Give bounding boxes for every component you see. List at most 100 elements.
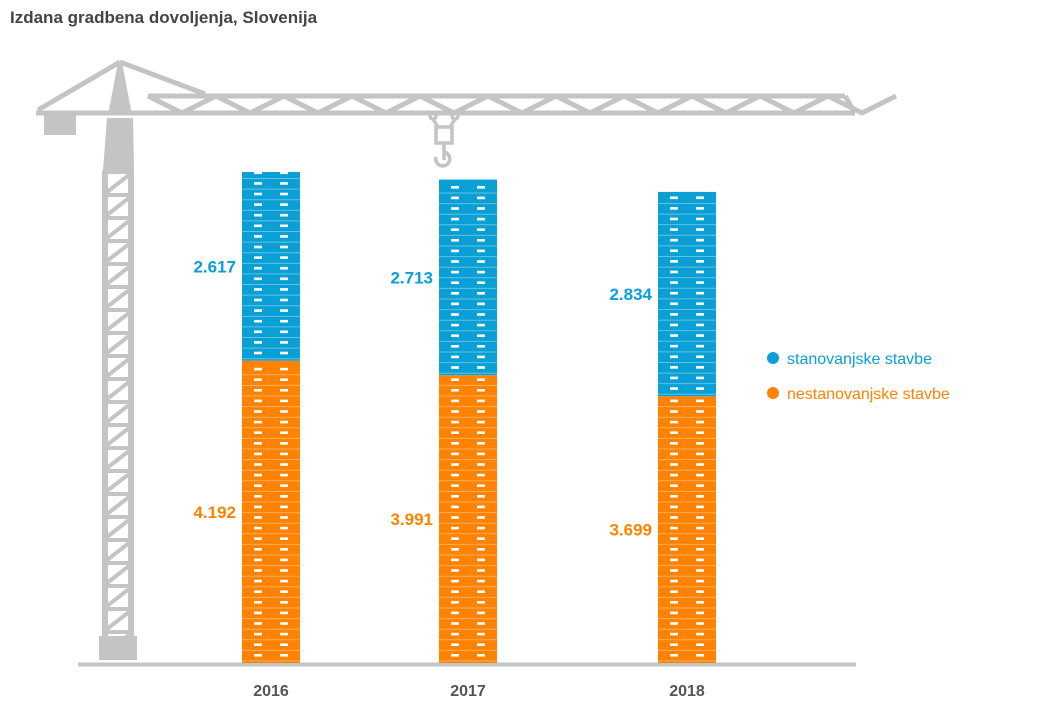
window (254, 632, 262, 636)
mast-diagonal (105, 380, 131, 401)
window (477, 313, 485, 316)
crane-illustration (36, 59, 898, 660)
window (696, 238, 704, 242)
window (254, 442, 262, 445)
window (451, 323, 459, 327)
bar-2017-stanovanjske (439, 179, 497, 376)
window (670, 260, 678, 263)
window (670, 548, 678, 551)
window (670, 281, 678, 284)
window (254, 245, 262, 249)
window (280, 442, 288, 445)
window (254, 367, 262, 371)
data-label: 3.699 (609, 521, 652, 540)
bar-segment (242, 360, 300, 663)
window (451, 355, 459, 359)
window (254, 611, 262, 615)
window (696, 452, 704, 456)
window (477, 260, 485, 263)
window (280, 473, 288, 477)
window (477, 410, 485, 413)
window (696, 260, 704, 263)
window (451, 186, 459, 189)
window (477, 558, 485, 562)
window (696, 355, 704, 359)
window (254, 431, 262, 434)
window (477, 654, 485, 657)
crane-truss-segment (350, 93, 422, 116)
window (670, 313, 678, 316)
x-tick-label: 2017 (450, 683, 486, 700)
legend: stanovanjske stavbe nestanovanjske stavb… (767, 351, 950, 403)
window (477, 495, 485, 498)
window (451, 442, 459, 445)
window (477, 601, 485, 604)
bar-2016-nestanovanjske (242, 360, 300, 663)
window (280, 224, 288, 228)
window (670, 410, 678, 413)
window (280, 319, 288, 323)
window (254, 399, 262, 403)
window (477, 196, 485, 200)
window (477, 420, 485, 424)
window (254, 526, 262, 530)
window (670, 484, 678, 487)
bar-segment (242, 172, 300, 361)
window (254, 309, 262, 312)
window (477, 579, 485, 583)
window (451, 463, 459, 466)
window (254, 319, 262, 323)
window (451, 558, 459, 562)
window (477, 281, 485, 285)
window (696, 463, 704, 466)
window (451, 366, 459, 369)
mast-diagonal (105, 173, 131, 194)
window (254, 420, 262, 424)
window (451, 622, 459, 625)
window (280, 516, 288, 519)
window (670, 387, 678, 390)
window (477, 452, 485, 456)
window (670, 238, 678, 242)
window (696, 376, 704, 380)
window (280, 579, 288, 583)
window (477, 431, 485, 434)
window (254, 654, 262, 657)
window (451, 526, 459, 530)
window (254, 548, 262, 551)
window (477, 366, 485, 369)
window (280, 213, 288, 217)
window (254, 622, 262, 625)
window (477, 389, 485, 392)
window (254, 569, 262, 572)
window (451, 431, 459, 434)
crane-truss-segment (622, 93, 694, 116)
window (280, 484, 288, 487)
crane-truss-segment (486, 93, 558, 116)
window (451, 345, 459, 348)
window (670, 344, 678, 348)
window (477, 473, 485, 477)
window (696, 323, 704, 327)
window (477, 632, 485, 636)
window (451, 484, 459, 487)
mast-diagonal (105, 472, 131, 493)
bar-2018-nestanovanjske (658, 396, 716, 663)
window (696, 207, 704, 210)
window (280, 351, 288, 355)
window (280, 654, 288, 657)
window (451, 228, 459, 232)
chart-title: Izdana gradbena dovoljenja, Slovenija (10, 8, 318, 27)
window (451, 249, 459, 253)
data-label: 2.713 (390, 268, 433, 287)
bar-segment (439, 375, 497, 663)
window (280, 452, 288, 456)
window (670, 505, 678, 509)
window (451, 505, 459, 509)
legend-marker-nestanovanjske (767, 387, 779, 399)
window (670, 526, 678, 530)
crane-truss-segment (418, 93, 490, 116)
window (280, 526, 288, 530)
mast-diagonal (105, 219, 131, 240)
window (451, 281, 459, 285)
